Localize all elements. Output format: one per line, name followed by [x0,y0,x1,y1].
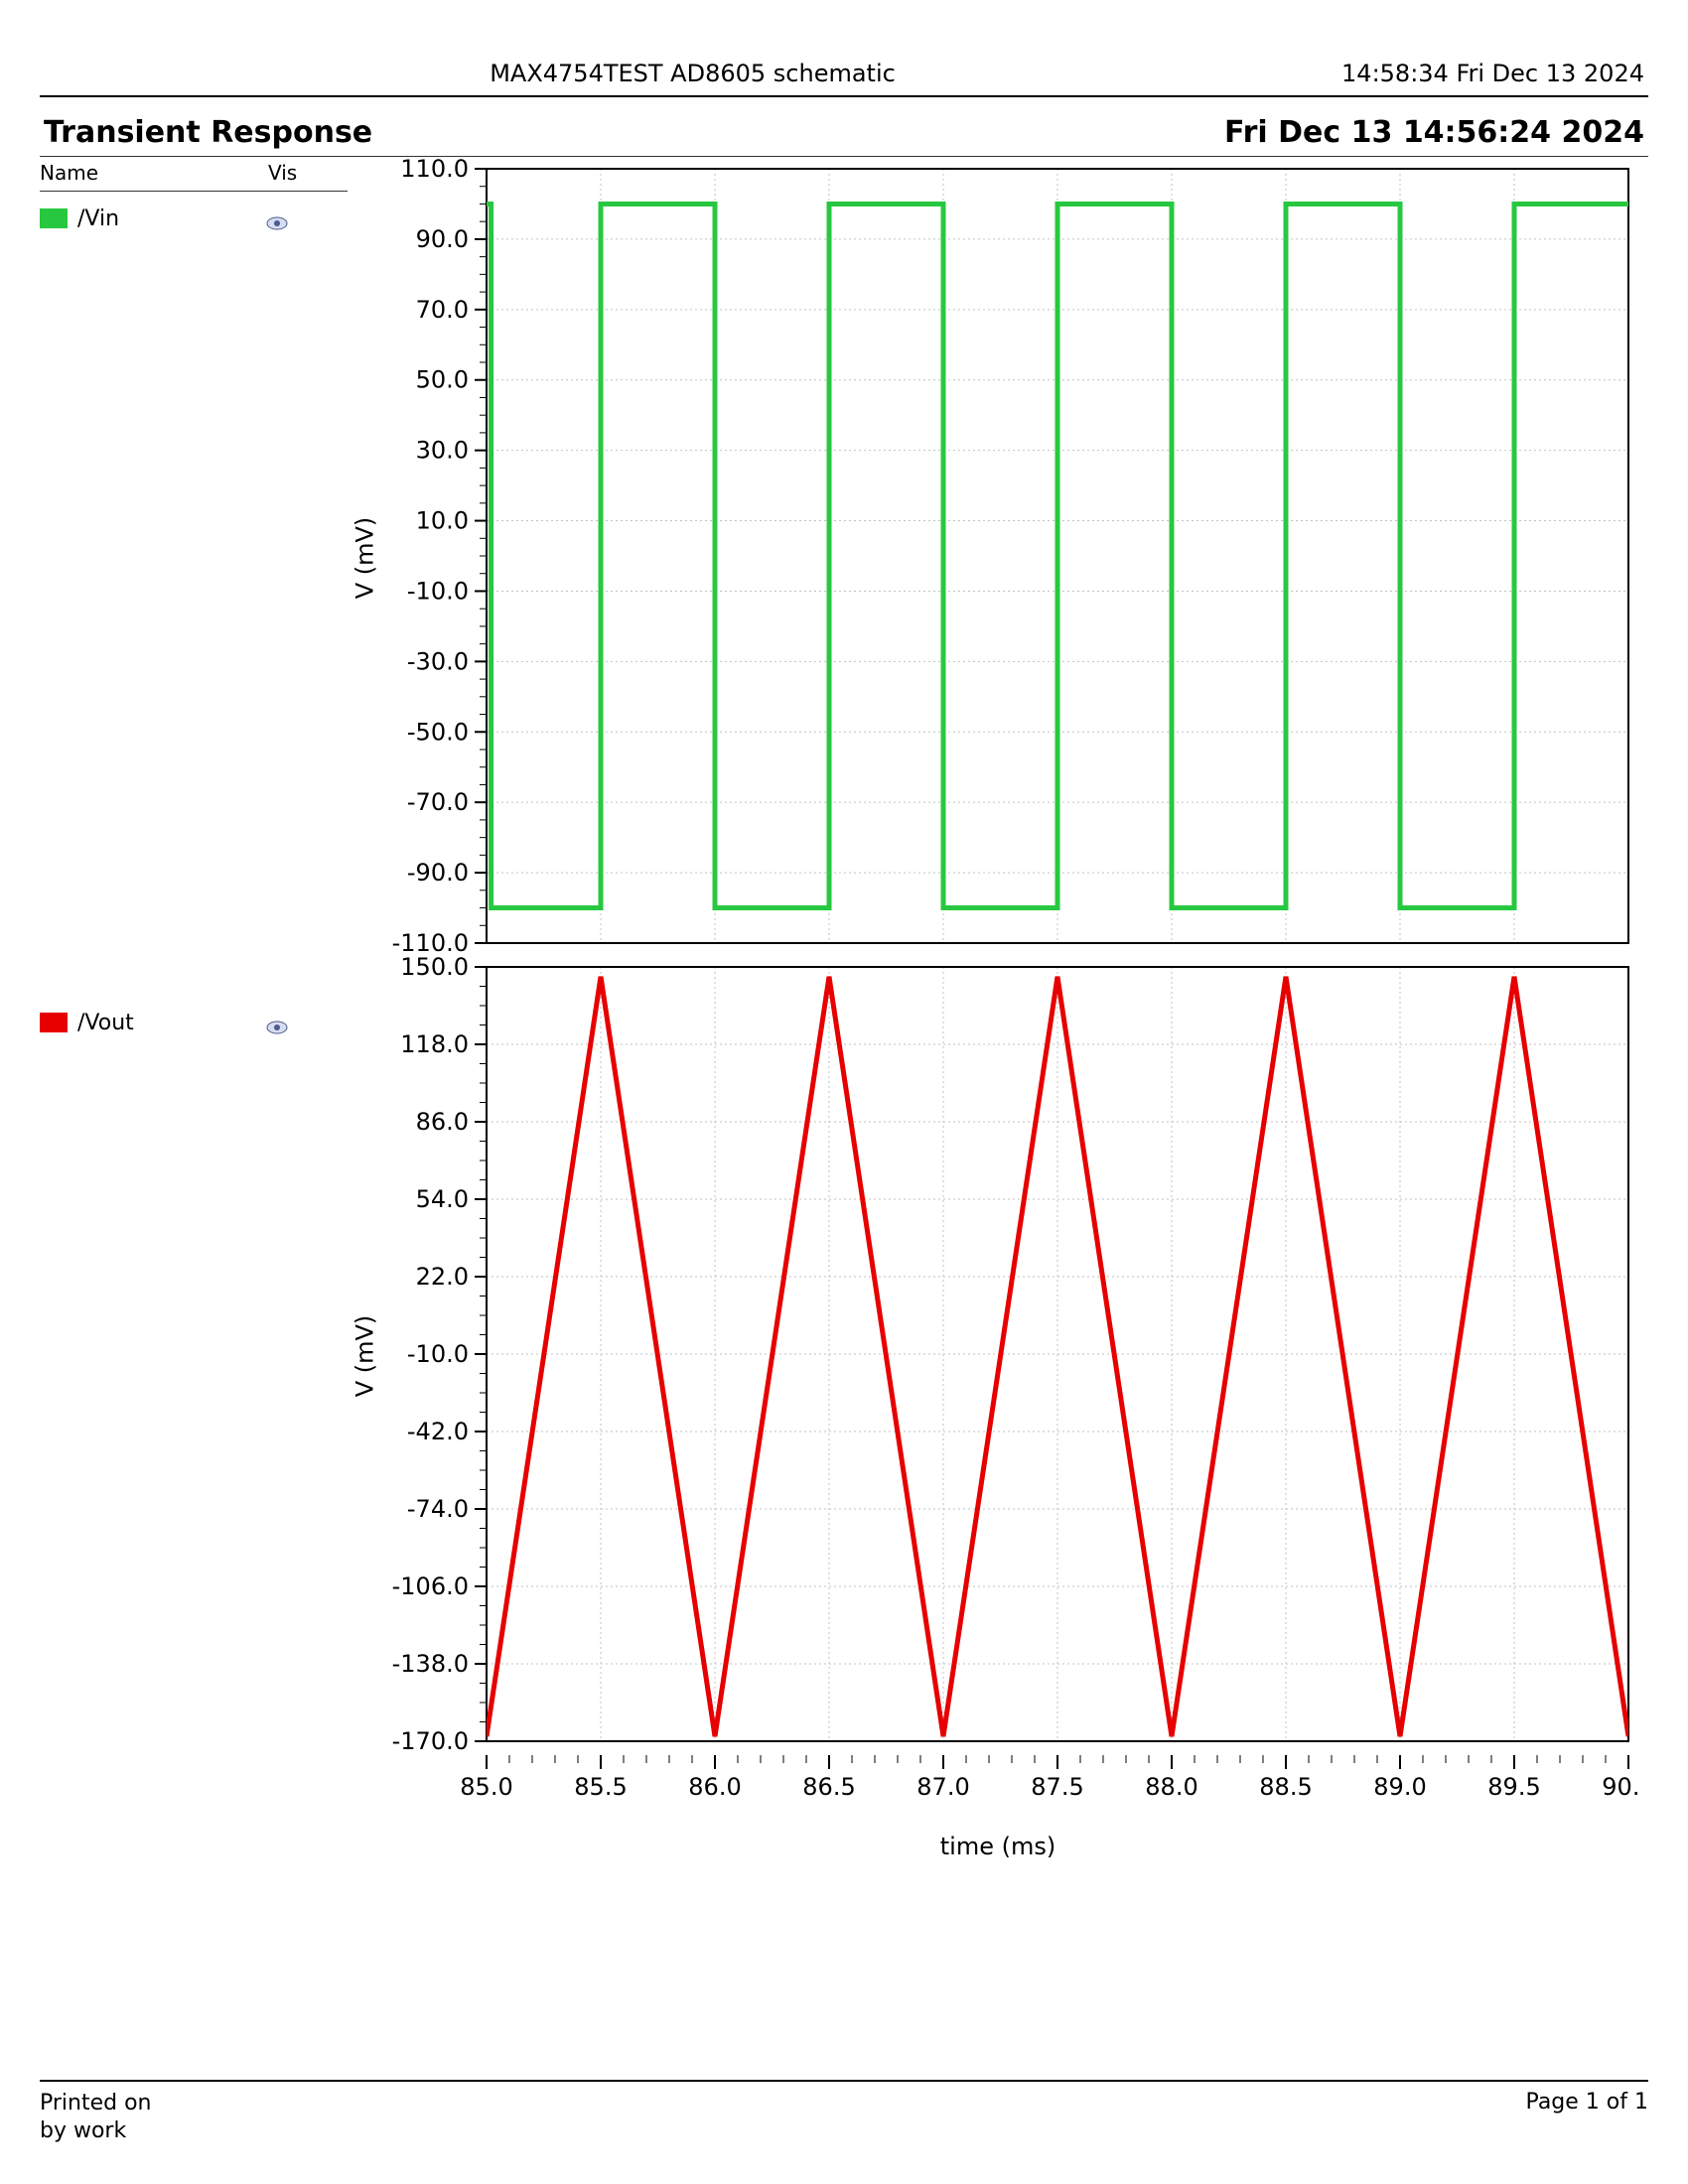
visibility-icon[interactable] [266,1016,288,1029]
header-divider [40,95,1648,97]
legend-row: /Vout [40,1006,348,1039]
x-tick-label: 88.0 [1145,1773,1197,1801]
footer-divider [40,2080,1648,2082]
plot-svg: 150.0 118.0 86.0 54.0 22.0 -10.0 -42.0 -74.0 -10… [348,957,1638,1751]
y-axis-label: V (mV) [351,1315,378,1398]
y-tick-label: 150.0 [400,957,469,981]
x-tick-label: 87.0 [916,1773,969,1801]
y-tick-label: 86.0 [416,1108,469,1136]
legend-col-name: Name [40,161,268,185]
y-tick-label: -10.0 [407,1340,469,1368]
page-header: MAX4754TEST AD8605 schematic 14:58:34 Fr… [40,60,1648,93]
x-axis-label: time (ms) [348,1833,1648,1860]
y-tick-label: -70.0 [407,788,469,816]
x-tick-label: 85.0 [460,1773,512,1801]
y-tick-label: -110.0 [392,929,469,953]
x-tick-label: 90.0 [1602,1773,1638,1801]
visibility-icon[interactable] [266,211,288,225]
legend-swatch [40,208,68,228]
legend-swatch [40,1013,68,1032]
y-tick-label: 30.0 [416,437,469,465]
legend-label: /Vin [77,206,266,231]
y-tick-label: 118.0 [400,1030,469,1058]
legend-header: Name Vis [40,159,348,187]
subheader-right: Fri Dec 13 14:56:24 2024 [1224,115,1644,150]
x-axis: 85.0 85.5 86.0 86.5 87.0 87.5 88.0 88.5 89.0 89.5… [348,1755,1648,1860]
y-tick-label: -170.0 [392,1727,469,1751]
y-tick-label: 70.0 [416,296,469,324]
y-tick-label: 110.0 [400,159,469,183]
trace-vin [487,204,1628,907]
header-timestamp: 14:58:34 Fri Dec 13 2024 [1341,60,1644,87]
legend-col-vis: Vis [268,161,328,185]
y-tick-label: -90.0 [407,859,469,887]
x-tick-label: 86.5 [802,1773,855,1801]
subheader: Transient Response Fri Dec 13 14:56:24 2… [40,115,1648,152]
y-tick-label: -30.0 [407,647,469,675]
plot-vin: V (mV) 110.0 90.0 70.0 50.0 30.0 10.0 -10.0 -30.… [348,159,1648,957]
x-tick-label: 89.0 [1373,1773,1426,1801]
footer-printed-on: Printed on [40,2090,152,2117]
legend-row: /Vin [40,202,348,235]
x-tick-label: 85.5 [574,1773,627,1801]
x-tick-label: 88.5 [1259,1773,1312,1801]
legend-panel: Name Vis /Vin/Vout [40,159,348,1039]
y-tick-label: 54.0 [416,1185,469,1213]
plot-svg: 110.0 90.0 70.0 50.0 30.0 10.0 -10.0 -30.0 -50.0… [348,159,1638,953]
y-tick-label: -138.0 [392,1650,469,1678]
legend-label: /Vout [77,1011,266,1035]
footer-page: Page 1 of 1 [1526,2090,1648,2144]
y-tick-label: 90.0 [416,225,469,253]
plot-column: V (mV) 110.0 90.0 70.0 50.0 30.0 10.0 -10.0 -30.… [348,159,1648,1860]
y-tick-label: -42.0 [407,1418,469,1445]
footer-by: by work [40,2117,152,2145]
x-tick-label: 86.0 [688,1773,741,1801]
y-tick-label: 10.0 [416,507,469,535]
y-tick-label: 50.0 [416,366,469,394]
y-tick-label: -74.0 [407,1495,469,1523]
y-tick-label: -106.0 [392,1572,469,1600]
subheader-divider [40,156,1648,157]
y-tick-label: -50.0 [407,718,469,746]
legend-divider [40,191,348,192]
plot-vout: V (mV) 150.0 118.0 86.0 54.0 22.0 -10.0 -42.0 -7… [348,957,1648,1755]
x-tick-label: 89.5 [1487,1773,1540,1801]
header-title: MAX4754TEST AD8605 schematic [44,60,1341,87]
page-footer: Printed on by work Page 1 of 1 [40,2080,1648,2144]
y-tick-label: -10.0 [407,577,469,605]
x-tick-label: 87.5 [1031,1773,1083,1801]
y-tick-label: 22.0 [416,1263,469,1291]
subheader-left: Transient Response [44,115,372,150]
y-axis-label: V (mV) [351,517,378,600]
